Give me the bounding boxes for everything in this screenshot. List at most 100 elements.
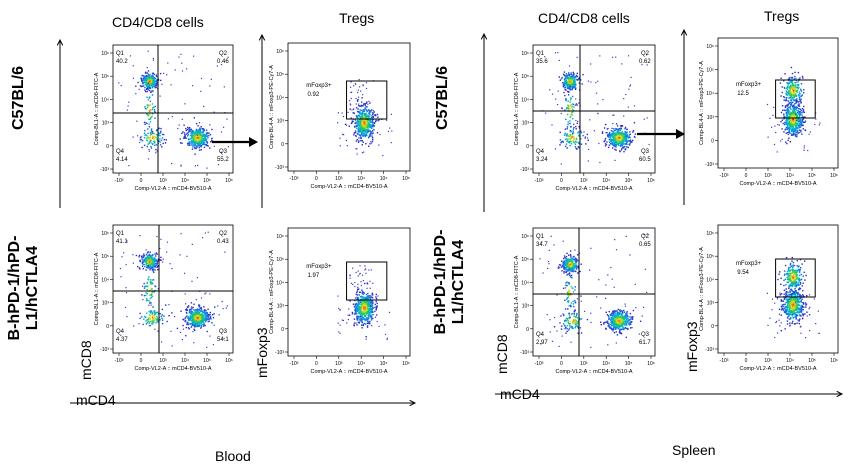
cd4-population bbox=[367, 307, 369, 309]
cd4-population bbox=[190, 313, 193, 315]
cd4-population bbox=[194, 329, 196, 331]
cd8-population bbox=[567, 123, 569, 126]
foxp3-population bbox=[789, 92, 791, 95]
cd4-population bbox=[357, 131, 359, 133]
foxp3-events bbox=[357, 91, 359, 94]
cd4-population bbox=[206, 311, 208, 314]
cd8-population bbox=[147, 267, 149, 269]
cd8-population bbox=[577, 266, 579, 268]
spleen_c57_cd4cd8-xtick-label: 10⁶ bbox=[647, 178, 655, 184]
dn-population bbox=[567, 135, 569, 137]
cd8-population bbox=[149, 74, 151, 76]
cd4-population bbox=[787, 118, 789, 120]
foxp3-population bbox=[792, 97, 794, 99]
cd8-population bbox=[152, 279, 155, 281]
cd4-population bbox=[366, 129, 369, 131]
cd4-population bbox=[371, 304, 373, 307]
cd4-population bbox=[368, 322, 371, 324]
dn-population bbox=[566, 133, 569, 135]
cd4-population bbox=[801, 112, 803, 114]
cd4-population bbox=[358, 131, 360, 133]
cd8-population bbox=[144, 106, 146, 108]
cd4-population bbox=[182, 131, 184, 133]
foxp3-population bbox=[781, 86, 783, 88]
blood_hum_tregs-xtick-label: 0 bbox=[315, 361, 318, 367]
dn-population bbox=[153, 138, 155, 140]
dn-population bbox=[161, 317, 163, 320]
cd4-population bbox=[370, 111, 372, 113]
cd4-population bbox=[360, 104, 363, 107]
cd8-population bbox=[573, 106, 575, 108]
cd4-population bbox=[183, 136, 185, 138]
spleen_hum_cd4cd8-ytick-label: 10⁴ bbox=[521, 280, 529, 286]
dn-population bbox=[146, 319, 148, 321]
cd8-population bbox=[143, 255, 145, 257]
cd4-population bbox=[352, 112, 354, 114]
foxp3-population bbox=[793, 93, 796, 96]
sparse-events bbox=[631, 140, 633, 143]
cd4-population bbox=[612, 131, 615, 133]
cd8-population bbox=[565, 81, 568, 84]
cd8-population bbox=[565, 79, 567, 82]
cd8-population bbox=[567, 83, 569, 85]
q3-value: 55.2 bbox=[217, 157, 229, 163]
cd4-population bbox=[198, 146, 200, 149]
cd8-population bbox=[144, 90, 147, 93]
cd8-population bbox=[566, 107, 568, 109]
cd4-population bbox=[623, 138, 626, 140]
dn-population bbox=[158, 140, 160, 142]
sparse-events bbox=[200, 77, 203, 80]
foxp3-events bbox=[349, 275, 351, 277]
sparse-events bbox=[204, 293, 206, 295]
cd8-population bbox=[153, 79, 155, 82]
cd4-population bbox=[785, 112, 787, 114]
cd4-population bbox=[189, 322, 192, 325]
spleen_hum_cd4cd8-frame bbox=[532, 227, 656, 357]
cd4-population bbox=[349, 108, 351, 110]
cd8-population bbox=[568, 254, 570, 256]
cd4-population bbox=[371, 306, 374, 309]
dn-population bbox=[171, 312, 173, 314]
foxp3-events bbox=[372, 282, 374, 284]
cd4-population bbox=[789, 141, 791, 143]
cd4-population bbox=[202, 131, 204, 134]
foxp3-population bbox=[790, 92, 792, 94]
cd8-population bbox=[154, 86, 156, 88]
cd4-population bbox=[788, 107, 790, 109]
sparse-events bbox=[126, 109, 128, 111]
dn-population bbox=[154, 313, 157, 315]
blood_hum_cd4cd8-xtick-label: 10⁵ bbox=[203, 358, 211, 364]
cd8-population bbox=[567, 74, 569, 76]
dn-population bbox=[161, 322, 164, 325]
cd4-population bbox=[199, 138, 201, 140]
sparse-events bbox=[384, 324, 386, 326]
cd8-population bbox=[580, 79, 582, 81]
dn-population bbox=[139, 312, 141, 315]
dn-population bbox=[162, 142, 164, 145]
cd8-population bbox=[139, 268, 141, 270]
cd4-population bbox=[789, 124, 791, 126]
cd4-population bbox=[612, 130, 614, 132]
cd8-population bbox=[570, 78, 572, 80]
cd4-population bbox=[358, 302, 360, 304]
cd8-population bbox=[570, 72, 572, 74]
dn-population bbox=[565, 143, 568, 145]
cd4-population bbox=[359, 134, 362, 136]
cd8-population bbox=[144, 257, 146, 259]
cd8-population bbox=[567, 121, 569, 123]
cd4-population bbox=[793, 114, 795, 117]
cd4-population bbox=[794, 119, 796, 121]
cd4-population bbox=[370, 319, 373, 321]
sparse-events bbox=[775, 131, 777, 134]
dn-population bbox=[566, 140, 568, 142]
cd4-population bbox=[213, 313, 215, 315]
cd8-population bbox=[571, 87, 573, 89]
cd4-population bbox=[357, 141, 360, 143]
cd4-population bbox=[369, 302, 371, 304]
cd4-population bbox=[620, 138, 623, 140]
cd4-population bbox=[184, 317, 186, 319]
blood_hum_tregs-xtick-label: 10⁴ bbox=[357, 361, 365, 367]
sparse-events bbox=[783, 113, 785, 115]
sparse-events bbox=[341, 319, 343, 321]
cd4-population bbox=[356, 294, 359, 296]
